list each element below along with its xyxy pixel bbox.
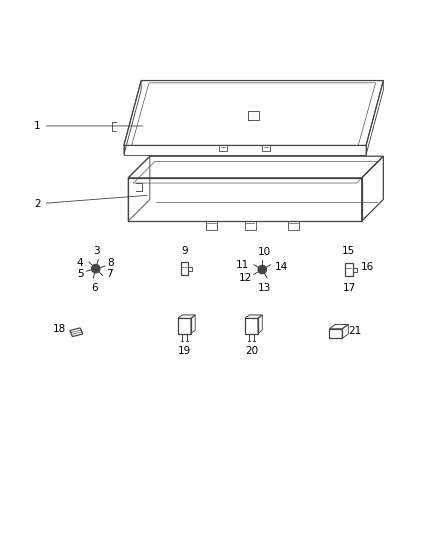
Text: 1: 1 (34, 121, 143, 131)
Text: 5: 5 (77, 269, 84, 279)
Text: 2: 2 (34, 196, 147, 209)
Text: 15: 15 (342, 246, 355, 256)
Text: 19: 19 (178, 345, 191, 356)
Text: 13: 13 (258, 282, 271, 293)
Circle shape (258, 265, 267, 274)
Text: 20: 20 (245, 345, 258, 356)
Text: 3: 3 (93, 246, 100, 256)
Text: 12: 12 (239, 273, 252, 283)
Text: 21: 21 (349, 326, 362, 336)
Text: 18: 18 (53, 324, 66, 334)
Circle shape (92, 264, 100, 273)
Text: 9: 9 (181, 246, 188, 256)
Text: 8: 8 (107, 259, 113, 269)
Text: 6: 6 (92, 282, 98, 293)
Text: 16: 16 (361, 262, 374, 272)
Text: 14: 14 (275, 262, 289, 272)
Text: 17: 17 (343, 282, 356, 293)
Text: 7: 7 (106, 269, 113, 279)
Text: 4: 4 (76, 259, 83, 269)
Text: 11: 11 (236, 260, 249, 270)
Text: 10: 10 (258, 247, 271, 256)
